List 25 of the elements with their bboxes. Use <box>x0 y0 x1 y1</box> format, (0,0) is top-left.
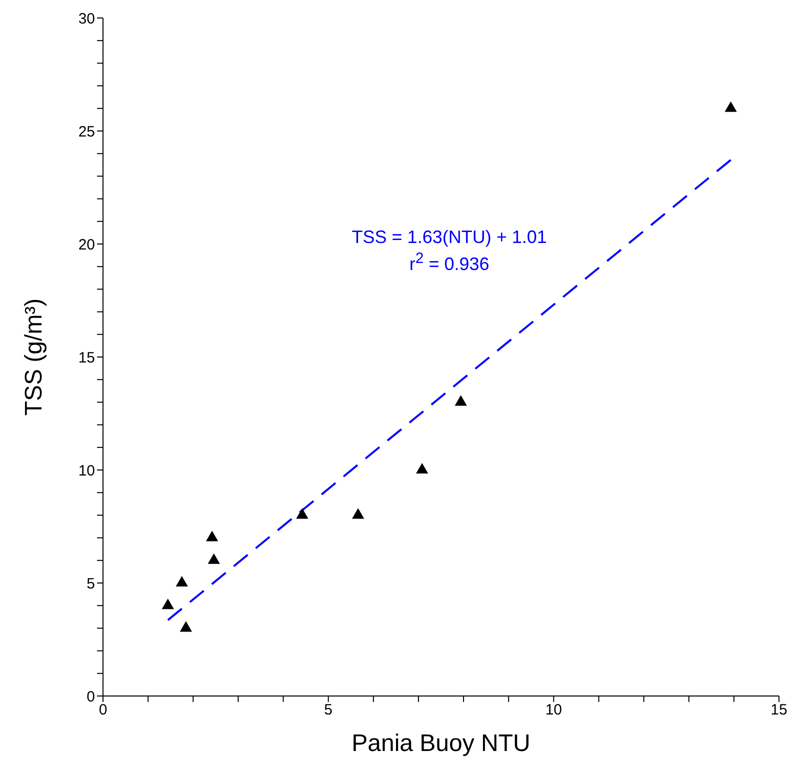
point <box>296 508 308 519</box>
annotation: r$^{2}$ = 0.936 <box>408 248 490 275</box>
y-tick-label: 30 <box>78 10 95 28</box>
y-tick-label: 5 <box>86 575 95 592</box>
point <box>454 395 467 406</box>
y-tick-label: 25 <box>78 123 95 140</box>
x-tick-label: 0 <box>98 702 108 719</box>
y-axis-title: TSS (g/m³) <box>20 298 48 416</box>
x-tick-label: 10 <box>545 702 562 719</box>
annotation: TSS = 1.63(NTU) + 1.01 <box>350 226 548 248</box>
x-axis-title: Pania Buoy NTU <box>352 730 530 758</box>
point <box>352 508 364 519</box>
point <box>208 553 220 564</box>
point <box>180 621 192 632</box>
y-tick-label: 15 <box>78 349 95 366</box>
point <box>176 576 188 587</box>
point <box>724 101 737 112</box>
point <box>416 462 428 474</box>
y-tick-label: 20 <box>78 236 95 254</box>
point <box>162 598 174 610</box>
x-tick-label: 5 <box>324 702 333 719</box>
y-tick-label: 10 <box>78 462 95 480</box>
x-tick-label: 15 <box>770 702 788 719</box>
y-tick-label: 0 <box>86 688 95 706</box>
point <box>206 530 218 542</box>
